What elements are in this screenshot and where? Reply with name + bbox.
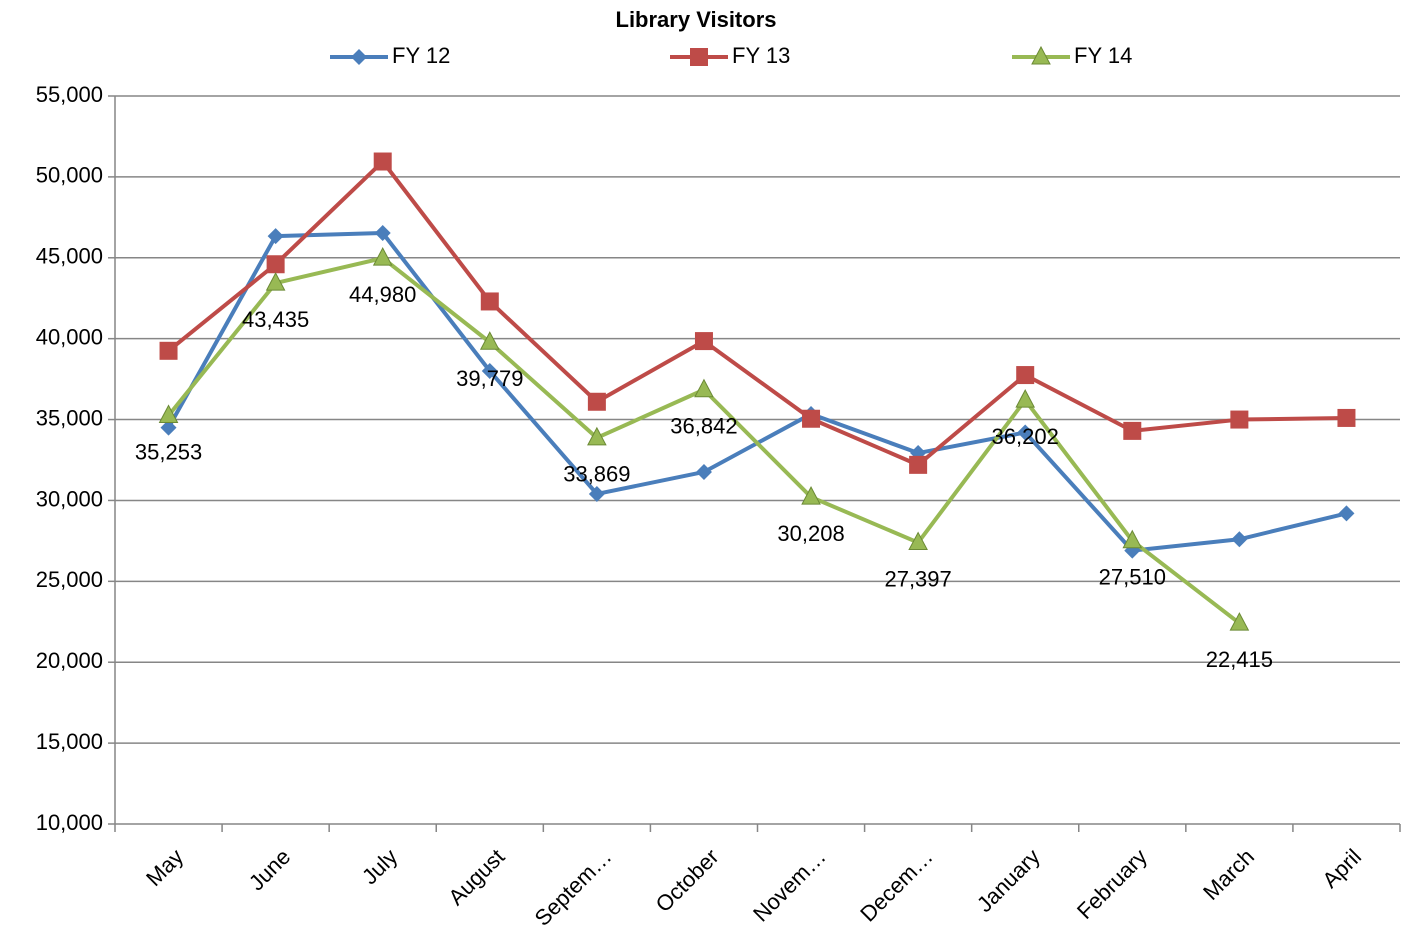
marker (1337, 408, 1356, 427)
data-label: 36,842 (670, 414, 737, 439)
marker (267, 228, 284, 245)
legend-label: FY 14 (1074, 43, 1132, 68)
x-tick-label: January (972, 844, 1045, 917)
marker (1122, 529, 1143, 549)
marker (588, 485, 605, 502)
marker (801, 486, 821, 505)
data-label: 43,435 (242, 307, 309, 332)
marker (479, 331, 500, 350)
marker (1031, 45, 1051, 65)
y-tick-label: 35,000 (36, 405, 103, 430)
x-tick-label: October (651, 844, 724, 917)
data-label: 27,510 (1099, 565, 1166, 590)
marker (1017, 424, 1034, 441)
marker (159, 341, 178, 360)
legend-label: FY 13 (732, 43, 790, 68)
marker (1015, 389, 1036, 408)
x-tick-label: Novem… (748, 844, 831, 927)
marker (694, 378, 714, 398)
legend-label: FY 12 (392, 43, 450, 68)
y-tick-label: 15,000 (36, 729, 103, 754)
marker (690, 48, 708, 66)
y-tick-label: 20,000 (36, 648, 103, 673)
marker (158, 404, 179, 423)
marker (351, 49, 367, 65)
x-tick-label: May (141, 844, 188, 891)
data-label: 39,779 (456, 366, 523, 391)
x-tick-label: Decem… (855, 844, 938, 927)
marker (1338, 505, 1355, 522)
x-tick-label: August (443, 844, 509, 910)
x-tick-label: July (357, 844, 402, 889)
x-tick-label: Septem… (530, 844, 617, 930)
y-tick-label: 10,000 (36, 810, 103, 835)
marker (802, 409, 821, 428)
y-tick-label: 45,000 (36, 244, 103, 269)
marker (373, 152, 392, 171)
data-label: 27,397 (884, 566, 951, 591)
x-tick-label: April (1317, 844, 1366, 893)
data-label: 30,208 (777, 521, 844, 546)
marker (587, 392, 606, 411)
marker (908, 531, 928, 551)
y-tick-label: 25,000 (36, 567, 103, 592)
marker (480, 292, 499, 311)
data-label: 22,415 (1206, 647, 1273, 672)
marker (1016, 366, 1035, 385)
series-line (167, 159, 1347, 467)
data-label: 35,253 (135, 439, 202, 464)
marker (481, 363, 498, 380)
data-label: 33,869 (563, 462, 630, 487)
y-tick-label: 50,000 (36, 163, 103, 188)
y-tick-label: 40,000 (36, 324, 103, 349)
marker (587, 426, 607, 446)
marker (909, 455, 928, 474)
chart-title: Library Visitors (616, 7, 777, 32)
x-tick-label: June (244, 844, 295, 895)
series-line (166, 231, 1347, 553)
marker (266, 255, 285, 274)
y-tick-label: 30,000 (36, 486, 103, 511)
y-tick-label: 55,000 (36, 82, 103, 107)
marker (1230, 410, 1249, 429)
marker (1229, 612, 1250, 631)
data-label: 44,980 (349, 282, 416, 307)
marker (695, 463, 712, 480)
marker (1123, 421, 1142, 440)
data-label: 36,202 (992, 424, 1059, 449)
x-tick-label: March (1198, 844, 1259, 905)
marker (1231, 531, 1248, 548)
marker (160, 419, 177, 436)
marker (694, 332, 713, 351)
x-tick-label: February (1072, 844, 1152, 924)
marker (265, 272, 286, 291)
series-line (166, 256, 1241, 625)
marker (372, 247, 393, 266)
marker (374, 225, 391, 242)
